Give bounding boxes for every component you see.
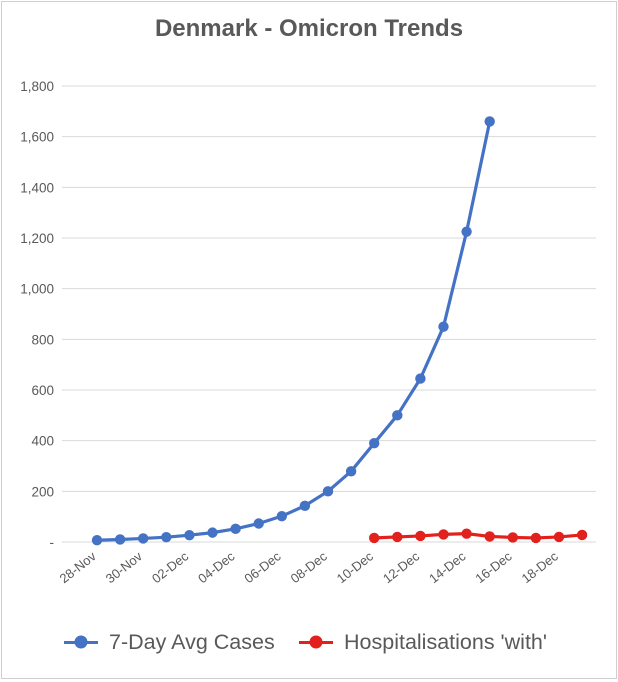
svg-text:04-Dec: 04-Dec xyxy=(195,548,238,586)
svg-text:02-Dec: 02-Dec xyxy=(149,548,192,586)
svg-text:200: 200 xyxy=(31,484,54,499)
svg-text:600: 600 xyxy=(31,383,54,398)
svg-text:1,400: 1,400 xyxy=(20,180,54,195)
svg-text:06-Dec: 06-Dec xyxy=(241,548,284,586)
svg-text:16-Dec: 16-Dec xyxy=(472,548,515,586)
svg-text:28-Nov: 28-Nov xyxy=(57,548,100,586)
svg-text:-: - xyxy=(50,535,55,550)
svg-text:1,200: 1,200 xyxy=(20,231,54,246)
svg-text:400: 400 xyxy=(31,434,54,449)
svg-text:1,800: 1,800 xyxy=(20,79,54,94)
svg-text:1,600: 1,600 xyxy=(20,130,54,145)
svg-text:10-Dec: 10-Dec xyxy=(334,548,377,586)
svg-text:08-Dec: 08-Dec xyxy=(288,548,331,586)
svg-text:18-Dec: 18-Dec xyxy=(519,548,562,586)
svg-text:1,000: 1,000 xyxy=(20,282,54,297)
svg-text:30-Nov: 30-Nov xyxy=(103,548,146,586)
svg-text:12-Dec: 12-Dec xyxy=(380,548,423,586)
svg-text:14-Dec: 14-Dec xyxy=(426,548,469,586)
svg-text:800: 800 xyxy=(31,332,54,347)
